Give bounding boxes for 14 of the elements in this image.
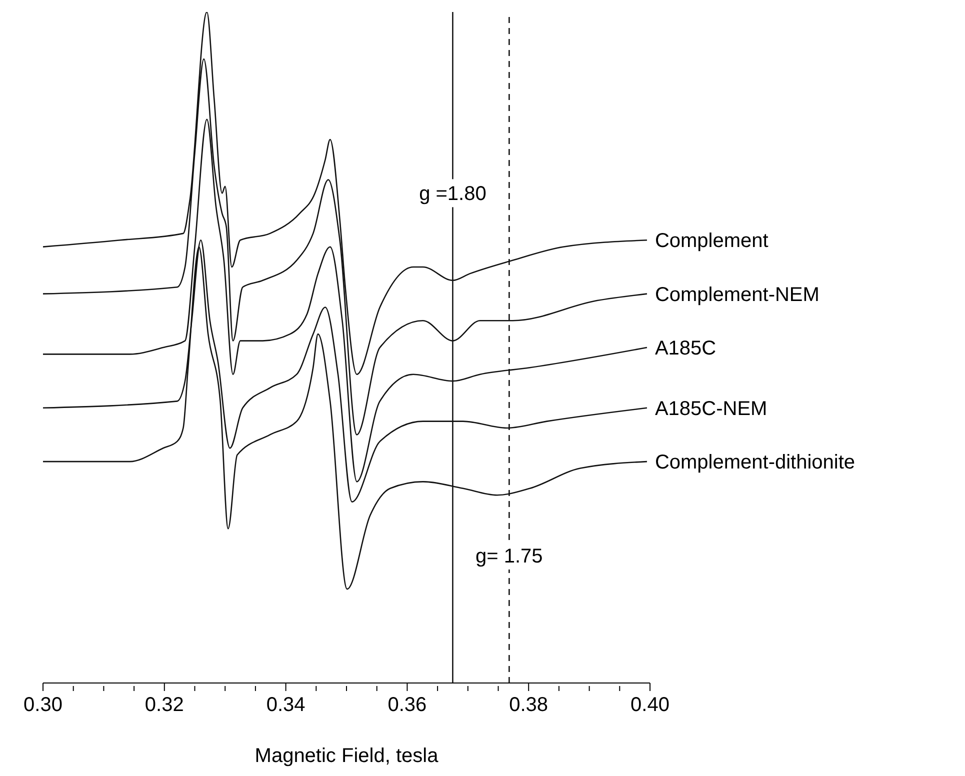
x-axis-title: Magnetic Field, tesla: [254, 745, 440, 767]
series-label: Complement: [654, 230, 769, 252]
x-tick-label: 0.38: [509, 694, 548, 716]
series-label: A185C-NEM: [654, 398, 768, 420]
series-label: A185C: [654, 338, 716, 360]
x-tick-label: 0.36: [388, 694, 427, 716]
series-label: Complement-NEM: [654, 284, 820, 306]
annotation: g= 1.75: [476, 546, 543, 568]
series-label: Complement-dithionite: [654, 452, 856, 474]
annotation: g =1.80: [419, 183, 486, 206]
x-tick-label: 0.34: [266, 694, 306, 716]
x-tick-label: 0.30: [24, 694, 62, 716]
x-tick-label: 0.40: [630, 694, 670, 716]
x-tick-label: 0.32: [144, 694, 184, 716]
